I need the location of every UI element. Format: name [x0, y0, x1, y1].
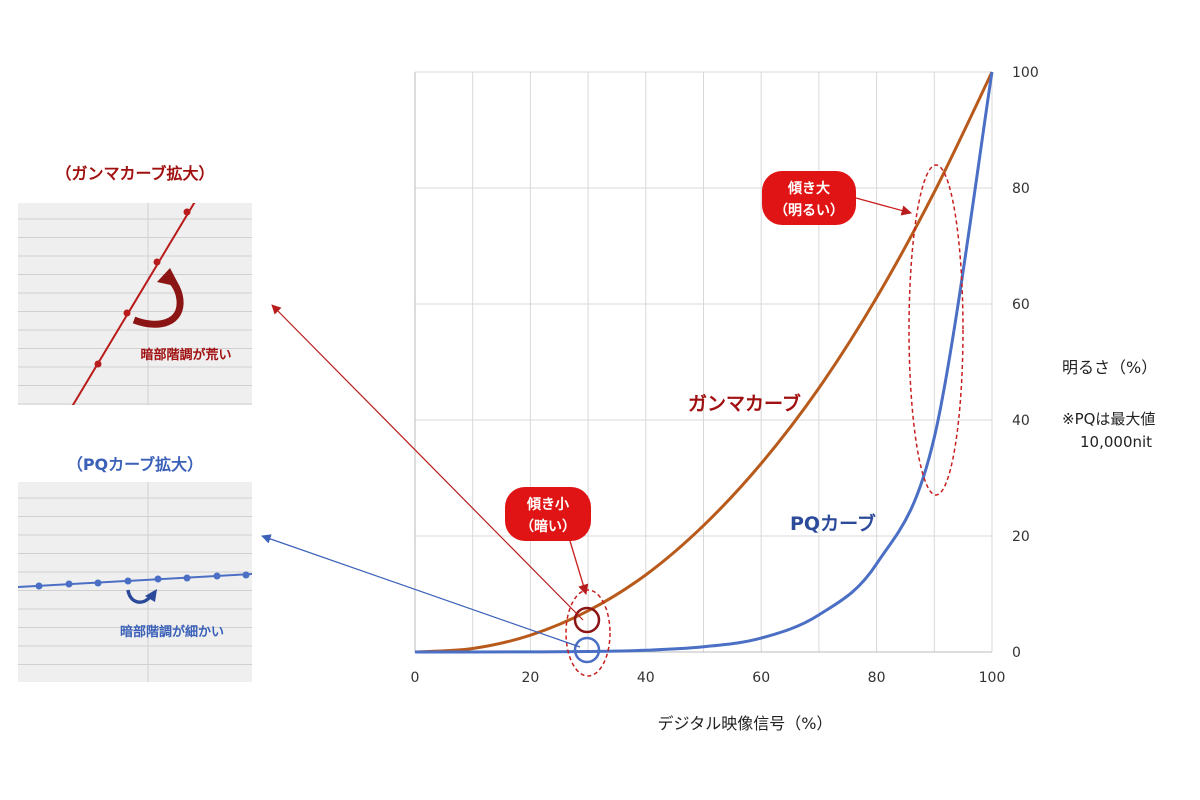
pq-zoom-title: （PQカーブ拡大）: [67, 455, 203, 474]
gamma-zoom-point: [94, 360, 102, 368]
curved-arrow-head-icon: [157, 268, 180, 287]
small-curved-arrow-icon: [126, 589, 152, 604]
y-tick-label: 0: [1012, 645, 1021, 661]
y-tick-label: 60: [1012, 297, 1030, 313]
x-tick-label: 100: [979, 670, 1006, 686]
y-tick-label: 80: [1012, 181, 1030, 197]
callout-steep-line1: 傾き大: [787, 180, 830, 197]
plot-area: 0 20 40 60 80 100 0 20 40 60 80 100: [411, 65, 1039, 686]
gamma-zoom-pointer-arrow: [271, 304, 584, 621]
pq-zoom-point: [213, 572, 221, 580]
series-label-pq: PQカーブ: [790, 512, 876, 535]
series-lines: [414, 71, 994, 654]
x-tick-label: 40: [637, 670, 655, 686]
callout-steep: 傾き大 （明るい）: [762, 171, 913, 225]
callout-shallow: 傾き小 （暗い）: [505, 487, 591, 595]
callout-steep-line2: （明るい）: [774, 203, 844, 219]
pq-zoom-point: [65, 580, 73, 588]
gamma-zoom-point: [153, 258, 161, 266]
x-tick-label: 60: [752, 670, 770, 686]
gamma-zoom-point: [183, 208, 191, 216]
grid-lines: [415, 71, 993, 652]
callout-shallow-bubble: [505, 487, 591, 541]
gamma-point-marker: [573, 606, 601, 634]
pq-zoom-pointer-arrow: [261, 534, 581, 648]
pq-zoom-point: [242, 571, 250, 579]
gamma-zoom-background: [18, 203, 252, 405]
x-axis-label: デジタル映像信号（%）: [658, 714, 833, 733]
gamma-zoom-note: 暗部階調が荒い: [140, 347, 231, 363]
callout-shallow-arrow: [569, 540, 589, 595]
x-tick-label: 0: [411, 670, 420, 686]
gamma-zoom-line: [71, 203, 196, 405]
gamma-zoom-panel: 暗部階調が荒い: [18, 203, 252, 405]
pq-max-note: ※PQは最大値: [1062, 410, 1155, 428]
pq-zoom-line: [18, 573, 252, 588]
series-label-gamma: ガンマカーブ: [688, 392, 801, 415]
pq-point-marker: [573, 636, 601, 664]
pq-zoom-panel: 暗部階調が細かい: [18, 482, 252, 682]
y-tick-label: 100: [1012, 65, 1039, 81]
steep-region-ellipse: [908, 164, 964, 496]
y-tick-label: 20: [1012, 529, 1030, 545]
pq-zoom-point: [154, 575, 162, 583]
callout-steep-arrow: [855, 197, 913, 216]
small-curved-arrow-head-icon: [145, 589, 157, 602]
x-tick-labels: 0 20 40 60 80 100: [411, 670, 1006, 686]
x-tick-label: 80: [868, 670, 886, 686]
y-tick-label: 40: [1012, 413, 1030, 429]
y-tick-labels: 0 20 40 60 80 100: [1012, 65, 1039, 661]
callout-shallow-line1: 傾き小: [526, 496, 569, 513]
x-tick-label: 20: [521, 670, 539, 686]
pq-zoom-note: 暗部階調が細かい: [120, 624, 224, 640]
gamma-zoom-grid: [18, 203, 252, 405]
pq-zoom-point: [35, 582, 43, 590]
pq-zoom-point: [183, 574, 191, 582]
gamma-zoom-point: [123, 309, 131, 317]
pq-zoom-point: [124, 577, 132, 585]
pq-max-value-note: 10,000nit: [1080, 433, 1152, 451]
pq-zoom-grid: [18, 482, 252, 682]
gamma-zoom-title: （ガンマカーブ拡大）: [55, 164, 214, 183]
pq-zoom-point: [94, 579, 102, 587]
pq-zoom-background: [18, 482, 252, 682]
callout-shallow-line2: （暗い）: [520, 518, 576, 535]
gamma-curve-line: [414, 71, 994, 654]
pq-curve-line: [414, 71, 994, 654]
y-axis-label: 明るさ（%）: [1062, 358, 1157, 377]
callout-steep-bubble: [762, 171, 856, 225]
